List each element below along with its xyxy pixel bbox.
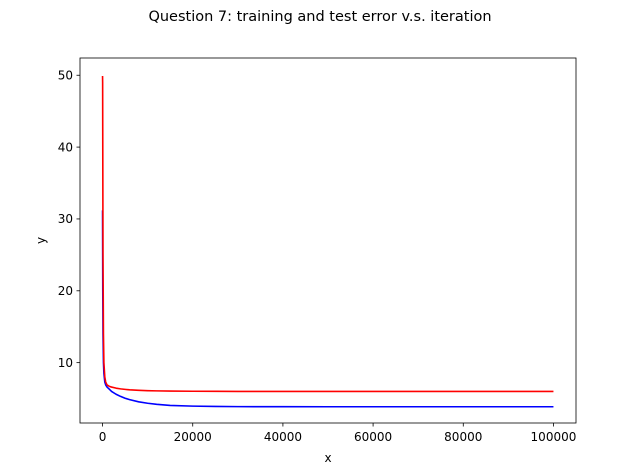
x-tick-label: 20000 xyxy=(174,430,212,444)
plot-frame xyxy=(79,57,577,424)
x-tick-label: 80000 xyxy=(444,430,482,444)
y-tick-label: 50 xyxy=(58,68,73,82)
series-layer xyxy=(101,75,554,408)
chart-title: Question 7: training and test error v.s.… xyxy=(148,9,491,25)
plot-area xyxy=(80,58,576,423)
x-tick-label: 40000 xyxy=(264,430,302,444)
y-tick-label: 40 xyxy=(58,140,73,154)
series-line-test-error xyxy=(101,75,554,393)
y-axis-ticks: 10 20 30 40 50 xyxy=(58,68,80,370)
x-axis-ticks: 0 20000 40000 60000 80000 100000 xyxy=(99,423,577,444)
x-axis-label: x xyxy=(324,451,331,465)
y-tick-label: 20 xyxy=(58,284,73,298)
y-tick-label: 30 xyxy=(58,212,73,226)
y-tick-label: 10 xyxy=(58,356,73,370)
x-tick-label: 100000 xyxy=(531,430,577,444)
x-tick-label: 60000 xyxy=(354,430,392,444)
y-axis-label: y xyxy=(34,237,48,244)
x-tick-label: 0 xyxy=(99,430,107,444)
